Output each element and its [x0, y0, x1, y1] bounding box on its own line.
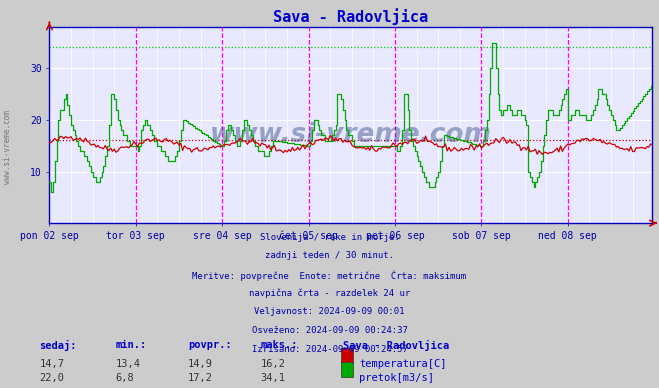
Text: Slovenija / reke in morje.: Slovenija / reke in morje. [260, 233, 399, 242]
Text: maks.:: maks.: [260, 340, 298, 350]
Text: 34,1: 34,1 [260, 373, 285, 383]
Text: Meritve: povprečne  Enote: metrične  Črta: maksimum: Meritve: povprečne Enote: metrične Črta:… [192, 270, 467, 281]
Text: 22,0: 22,0 [40, 373, 65, 383]
Text: 6,8: 6,8 [115, 373, 134, 383]
Text: min.:: min.: [115, 340, 146, 350]
Text: sedaj:: sedaj: [40, 340, 77, 350]
Text: 13,4: 13,4 [115, 359, 140, 369]
Text: temperatura[C]: temperatura[C] [359, 359, 447, 369]
Text: 14,9: 14,9 [188, 359, 213, 369]
Title: Sava - Radovljica: Sava - Radovljica [273, 8, 428, 24]
Text: Osveženo: 2024-09-09 00:24:37: Osveženo: 2024-09-09 00:24:37 [252, 326, 407, 335]
Text: 14,7: 14,7 [40, 359, 65, 369]
Text: www.si-vreme.com: www.si-vreme.com [3, 111, 13, 184]
Text: www.si-vreme.com: www.si-vreme.com [210, 122, 492, 148]
Text: pretok[m3/s]: pretok[m3/s] [359, 373, 434, 383]
Text: Sava - Radovljica: Sava - Radovljica [343, 340, 449, 350]
Text: 16,2: 16,2 [260, 359, 285, 369]
Text: Veljavnost: 2024-09-09 00:01: Veljavnost: 2024-09-09 00:01 [254, 307, 405, 316]
Text: Izrisano: 2024-09-09 00:24:57: Izrisano: 2024-09-09 00:24:57 [252, 345, 407, 353]
Text: povpr.:: povpr.: [188, 340, 231, 350]
Text: zadnji teden / 30 minut.: zadnji teden / 30 minut. [265, 251, 394, 260]
Text: 17,2: 17,2 [188, 373, 213, 383]
Text: navpična črta - razdelek 24 ur: navpična črta - razdelek 24 ur [249, 289, 410, 298]
